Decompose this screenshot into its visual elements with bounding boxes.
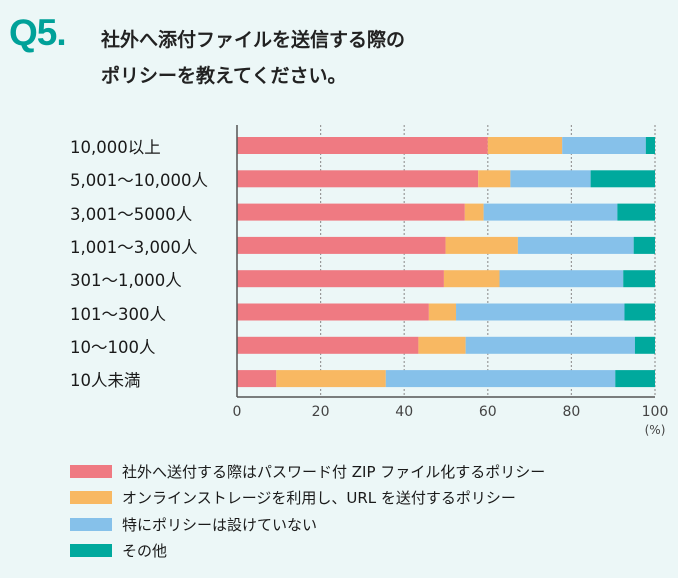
bar-segment <box>633 236 655 254</box>
bar-segment <box>483 203 618 221</box>
question-number: Q5. <box>9 12 67 53</box>
chart-title: 社外へ添付ファイルを送信する際の ポリシーを教えてください。 <box>101 22 405 94</box>
category-label: 5,001～10,000人 <box>70 171 208 191</box>
title-line-2: ポリシーを教えてください。 <box>101 65 347 87</box>
category-label: 1,001～3,000人 <box>70 237 198 257</box>
bar-segment <box>617 203 655 221</box>
bar-segment <box>517 236 634 254</box>
bar-segment <box>443 270 500 288</box>
bar-segment <box>385 370 616 388</box>
bar-segment <box>623 270 655 288</box>
x-tick-label: 40 <box>395 404 413 420</box>
category-label: 3,001～5000人 <box>70 204 193 224</box>
bar-segment <box>237 303 429 321</box>
legend: 社外へ送付する際はパスワード付 ZIP ファイル化するポリシー オンラインストレー… <box>70 458 545 564</box>
x-tick-label: 60 <box>479 404 497 420</box>
title-line-1: 社外へ添付ファイルを送信する際の <box>101 29 406 51</box>
legend-label: 特にポリシーは設けていない <box>122 515 318 534</box>
legend-item: 社外へ送付する際はパスワード付 ZIP ファイル化するポリシー <box>70 458 545 485</box>
x-tick-label: 20 <box>312 404 330 420</box>
bar-segment <box>645 137 655 154</box>
legend-item: 特にポリシーは設けていない <box>70 511 545 538</box>
bar-segment <box>237 370 277 388</box>
category-label: 101～300人 <box>70 304 166 324</box>
bar-segment <box>478 170 511 188</box>
legend-item: その他 <box>70 538 545 565</box>
bar-segment <box>237 236 446 254</box>
bar-segment <box>428 303 457 321</box>
x-tick-label: 80 <box>562 404 580 420</box>
legend-label: オンラインストレージを利用し、URL を送付するポリシー <box>122 489 516 508</box>
bar-segment <box>237 203 465 221</box>
legend-label: 社外へ送付する際はパスワード付 ZIP ファイル化するポリシー <box>122 462 546 481</box>
bar-segment <box>510 170 591 188</box>
bar-segment <box>237 170 479 188</box>
bar-segment <box>237 336 419 354</box>
legend-swatch <box>70 491 112 505</box>
category-label: 10～100人 <box>70 337 156 357</box>
category-label: 10人未満 <box>70 371 141 391</box>
legend-item: オンラインストレージを利用し、URL を送付するポリシー <box>70 485 545 512</box>
legend-swatch <box>70 517 112 531</box>
bar-segment <box>487 137 563 154</box>
legend-label: その他 <box>122 542 168 561</box>
bar-segment <box>456 303 625 321</box>
bar-segment <box>624 303 655 321</box>
bar-segment <box>237 137 488 154</box>
legend-swatch <box>70 464 112 478</box>
x-tick-label: 0 <box>233 404 242 420</box>
bar-segment <box>590 170 655 188</box>
bar-segment <box>615 370 655 388</box>
bar-segment <box>445 236 518 254</box>
bar-segment <box>276 370 386 388</box>
bar-segment <box>562 137 646 154</box>
bar-segment <box>634 336 655 354</box>
bar-segment <box>499 270 624 288</box>
x-axis-unit-label: (%) <box>645 423 666 437</box>
legend-swatch <box>70 544 112 558</box>
bar-segment <box>465 336 635 354</box>
bar-segment <box>237 270 444 288</box>
x-tick-label: 100 <box>642 404 669 420</box>
bar-segment <box>464 203 484 221</box>
category-label: 10,000以上 <box>70 138 161 157</box>
bar-segment <box>418 336 466 354</box>
stacked-bar-chart: 0 20 40 60 80 100 (%) <box>233 125 669 437</box>
category-label: 301～1,000人 <box>70 271 182 291</box>
